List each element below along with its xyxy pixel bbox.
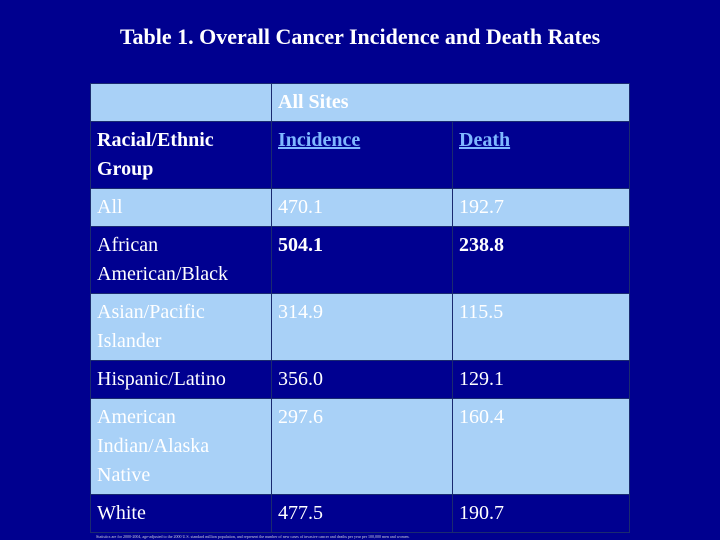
col-header-group: Racial/Ethnic Group <box>90 121 272 189</box>
group-header: All Sites <box>271 83 630 122</box>
table-row: White 477.5 190.7 <box>90 494 630 533</box>
table-title: Table 1. Overall Cancer Incidence and De… <box>119 24 601 49</box>
table-row: African American/Black 504.1 238.8 <box>90 226 630 294</box>
cancer-rates-table: All Sites Racial/Ethnic Group Incidence … <box>90 83 630 533</box>
col-header-death-link[interactable]: Death <box>459 129 511 151</box>
table-row: All 470.1 192.7 <box>90 188 630 227</box>
table-row: Hispanic/Latino 356.0 129.1 <box>90 360 630 399</box>
footnote: Statistics are for 2000-2004, age-adjust… <box>96 534 410 539</box>
table-row: All Sites <box>90 83 630 122</box>
table-row: Asian/Pacific Islander 314.9 115.5 <box>90 293 630 361</box>
table-row: Racial/Ethnic Group Incidence Death <box>90 121 630 189</box>
table-row: American Indian/Alaska Native 297.6 160.4 <box>90 398 630 495</box>
col-header-incidence-link[interactable]: Incidence <box>278 129 361 151</box>
